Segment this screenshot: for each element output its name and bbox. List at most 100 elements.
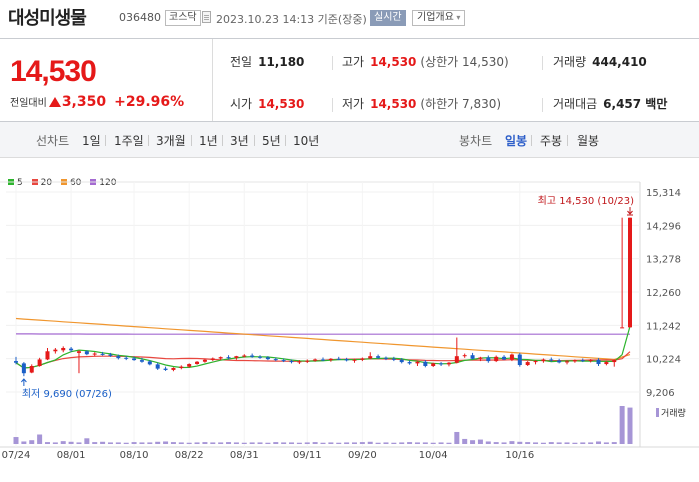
- volume-bar: [619, 406, 625, 444]
- candle-body: [352, 359, 357, 361]
- company-overview-button[interactable]: 기업개요 ▾: [412, 10, 466, 26]
- candle-body: [628, 217, 632, 328]
- tab-5y[interactable]: 5년: [262, 134, 281, 148]
- candle-body: [61, 347, 66, 351]
- volume-bar: [289, 442, 295, 444]
- tab-3m[interactable]: 3개월: [156, 134, 186, 148]
- volume-bar: [178, 442, 184, 444]
- tab-10y[interactable]: 10년: [293, 134, 320, 148]
- tab-weekly[interactable]: 주봉: [540, 134, 563, 148]
- stat-label: 시가: [230, 97, 253, 111]
- volume-bar: [556, 442, 562, 444]
- document-icon: [202, 11, 211, 23]
- tab-daily[interactable]: 일봉: [505, 134, 528, 148]
- volume-bar: [21, 441, 27, 444]
- volume-bar: [186, 442, 192, 444]
- legend-label: 60: [69, 178, 82, 188]
- divider: [531, 135, 532, 146]
- y-tick-label: 12,260: [646, 288, 681, 299]
- candle-body: [155, 364, 160, 369]
- tab-3y[interactable]: 3년: [230, 134, 249, 148]
- volume-bar: [438, 442, 444, 444]
- candle-body: [108, 354, 113, 356]
- candle-body: [423, 361, 428, 367]
- tab-1d[interactable]: 1일: [82, 134, 101, 148]
- volume-bar: [265, 442, 271, 444]
- current-price: 14,530: [10, 55, 97, 88]
- volume-bar: [123, 442, 129, 444]
- legend-label: 5: [17, 178, 23, 188]
- company-overview-label: 기업개요: [417, 12, 454, 23]
- candle-body: [321, 359, 325, 361]
- volume-bar: [60, 441, 66, 444]
- volume-bar: [477, 439, 483, 444]
- x-tick-label: 08/10: [120, 450, 149, 461]
- volume-bar: [399, 442, 405, 444]
- candle-body: [344, 359, 349, 361]
- volume-bar: [13, 437, 19, 444]
- candle-body: [289, 361, 294, 363]
- candle-body: [360, 358, 365, 360]
- volume-bar: [493, 442, 499, 444]
- candle-body: [69, 348, 74, 351]
- divider: [332, 98, 333, 112]
- y-tick-label: 9,206: [646, 388, 675, 399]
- volume-bar: [233, 442, 239, 444]
- candle-body: [620, 327, 625, 329]
- candle-chart-label: 봉차트: [459, 134, 493, 148]
- y-tick-label: 10,224: [646, 355, 681, 366]
- volume-bar: [37, 434, 43, 444]
- realtime-button[interactable]: 실시간: [370, 10, 406, 26]
- axis-labels: 15,314 14,296 13,278 12,260 11,242 10,224 9,20…: [2, 188, 686, 461]
- change-value: 3,350: [61, 93, 107, 110]
- change-row: 전일대비 3,350 +29.96%: [10, 91, 184, 110]
- candle-body: [509, 354, 514, 360]
- candle-body: [84, 351, 89, 355]
- chart-tabbar: 선차트 1일 1주일 3개월 1년 3년 5년 10년 봉차트 일봉 주봉 월봉: [0, 122, 699, 158]
- volume-bar: [84, 438, 90, 444]
- stat-value: 14,530: [370, 97, 417, 111]
- candle-body: [195, 361, 200, 365]
- legend-label: 20: [40, 178, 53, 188]
- volume-bar: [226, 442, 232, 444]
- candle-body: [470, 355, 475, 359]
- candles: [14, 217, 632, 377]
- volume-bar: [470, 440, 476, 444]
- candle-body: [14, 361, 18, 363]
- volume-bar: [548, 442, 554, 444]
- stat-label: 저가: [342, 97, 365, 111]
- candle-body: [486, 357, 491, 362]
- volume-bar: [218, 442, 224, 444]
- candle-body: [187, 364, 192, 367]
- timestamp: 2023.10.23 14:13 기준(장중): [216, 13, 367, 26]
- volume-bar: [580, 442, 586, 444]
- grid: [0, 181, 699, 448]
- y-tick-label: 11,242: [646, 321, 681, 332]
- volume-bar: [202, 442, 208, 444]
- volume-bar: [131, 442, 137, 444]
- candle-body: [29, 366, 34, 373]
- tab-1w[interactable]: 1주일: [114, 134, 144, 148]
- candle-body: [305, 360, 310, 362]
- divider: [191, 135, 192, 146]
- candle-body: [250, 355, 255, 357]
- stat-high: 고가 14,530 (상한가 14,530): [342, 53, 509, 73]
- high-arrow-icon: [627, 207, 633, 216]
- volume-bar: [336, 442, 342, 444]
- volume-bar: [351, 442, 357, 444]
- tab-monthly[interactable]: 월봉: [577, 134, 600, 148]
- candle-body: [517, 354, 522, 366]
- tab-1y[interactable]: 1년: [199, 134, 218, 148]
- candle-body: [132, 358, 137, 361]
- volume-bar: [320, 442, 326, 444]
- candle-body: [612, 360, 617, 363]
- candle-body: [226, 357, 231, 359]
- volume-bar: [52, 442, 58, 444]
- candle-body: [147, 361, 152, 365]
- candle-body: [368, 356, 373, 359]
- volume-bar: [564, 442, 570, 444]
- candle-body: [604, 362, 609, 365]
- stat-label: 전일: [230, 55, 253, 69]
- candle-body: [541, 359, 546, 362]
- volume-bar: [611, 442, 617, 444]
